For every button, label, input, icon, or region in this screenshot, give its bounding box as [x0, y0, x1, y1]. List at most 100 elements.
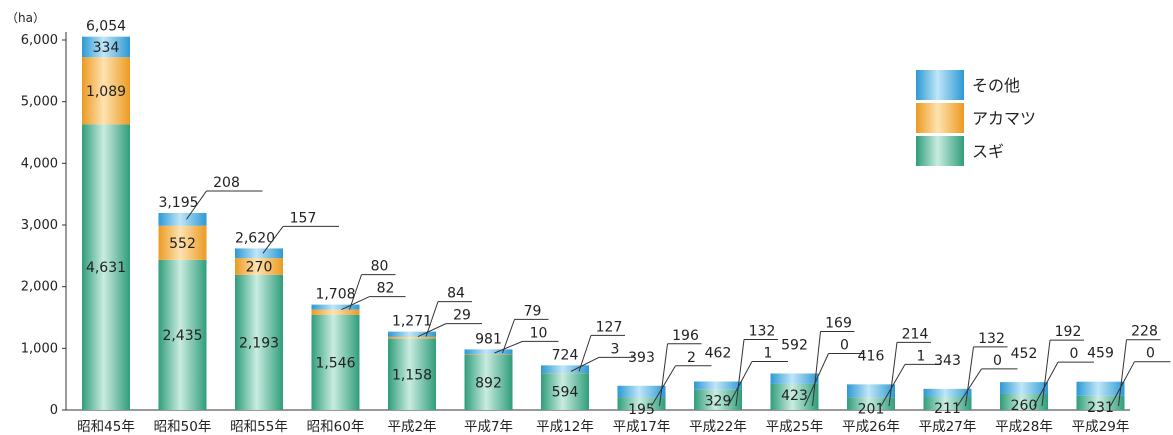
bar-segment-sugi — [847, 397, 895, 410]
y-tick-label: 2,000 — [21, 280, 58, 295]
leader-line — [735, 339, 745, 407]
data-label-akamatsu: 0 — [840, 337, 849, 353]
x-tick-label: 昭和55年 — [230, 419, 288, 435]
bar-segment-sugi — [388, 338, 436, 410]
leader-line — [494, 340, 523, 354]
leader-line — [1110, 361, 1135, 407]
leader-line — [727, 361, 753, 407]
data-label-akamatsu: 1 — [917, 348, 926, 364]
data-label-sonota: 127 — [596, 319, 623, 335]
leader-line — [1041, 340, 1051, 407]
bar-segment-sonota — [617, 385, 666, 398]
data-label-sonota: 214 — [902, 326, 929, 342]
bar-segment-sugi — [311, 314, 360, 410]
leader-line — [341, 296, 370, 311]
bar-segment-akamatsu — [388, 336, 436, 339]
y-tick-label: 3,000 — [21, 218, 58, 233]
leader-line — [262, 226, 284, 254]
bars — [82, 36, 1125, 411]
data-label-akamatsu: 270 — [246, 259, 273, 275]
y-tick-label: 4,000 — [21, 156, 58, 171]
bar-segment-sugi — [235, 274, 283, 410]
bar-segment-sugi — [464, 354, 513, 410]
legend-label: スギ — [972, 142, 1004, 161]
leader-line — [349, 274, 362, 310]
unit-label: （ha） — [6, 11, 45, 25]
leader-line — [888, 342, 898, 407]
data-label-total: 981 — [475, 331, 502, 347]
data-label-total: 459 — [1087, 346, 1114, 362]
data-label-total: 1,708 — [315, 287, 355, 303]
bar-segment-sugi — [694, 389, 742, 410]
leader-line — [502, 319, 515, 354]
bar-segment-sugi — [1000, 393, 1048, 410]
data-label-total: 462 — [705, 346, 732, 362]
bar-segment-sonota — [1000, 382, 1048, 394]
data-label-sugi: 329 — [705, 394, 732, 410]
data-label-total: 592 — [781, 337, 808, 353]
data-label-total: 1,271 — [392, 314, 432, 330]
bar-segment-sonota — [770, 373, 819, 384]
data-label-sonota: 208 — [213, 175, 240, 191]
x-tick-label: 平成17年 — [613, 419, 671, 435]
x-tick-label: 昭和60年 — [307, 419, 365, 435]
data-label-akamatsu: 1,089 — [86, 84, 126, 100]
leader-line — [578, 335, 592, 372]
leader-line — [804, 353, 829, 407]
x-tick-label: 平成28年 — [995, 419, 1053, 435]
x-tick-label: 平成27年 — [919, 419, 977, 435]
bar-segment-sugi — [770, 383, 819, 410]
bar-segment-sonota — [82, 36, 130, 58]
data-label-sugi: 2,435 — [162, 328, 202, 344]
data-label-akamatsu: 0 — [1070, 346, 1079, 362]
bar-segment-sonota — [235, 248, 283, 259]
data-label-total: 343 — [934, 353, 961, 369]
legend-swatch — [916, 70, 964, 100]
bar-segment-sonota — [1076, 381, 1125, 396]
leader-line — [957, 368, 982, 407]
data-label-sonota: 192 — [1055, 324, 1082, 340]
bar-segment-sugi — [1076, 395, 1125, 410]
data-label-total: 393 — [628, 350, 655, 366]
leader-line — [417, 323, 447, 338]
y-tick-label: 1,000 — [21, 341, 58, 356]
data-label-sonota: 169 — [825, 315, 852, 331]
leader-line — [659, 343, 668, 407]
data-label-sugi: 892 — [475, 375, 502, 391]
leader-line — [570, 356, 600, 372]
bar-segment-akamatsu — [311, 309, 360, 315]
data-label-akamatsu: 29 — [453, 308, 471, 324]
leader-line — [965, 346, 974, 407]
leader-line — [1033, 361, 1059, 407]
data-label-sugi: 1,158 — [392, 367, 432, 383]
category-labels: 昭和45年 昭和50年 昭和55年 昭和60年 平成2年 平成7年 平成12年 平成17年 平成… — [77, 419, 1129, 435]
data-labels: 4,631 1,089 334 6,054 2,435 552 3,195 208 2,193 2… — [86, 19, 1171, 418]
data-label-sonota: 84 — [447, 286, 465, 302]
data-label-total: 452 — [1011, 346, 1038, 362]
bar-segment-sugi — [82, 124, 130, 411]
data-label-sonota: 157 — [290, 210, 317, 226]
legend-label: その他 — [972, 76, 1020, 95]
legend-swatch — [916, 103, 964, 133]
data-label-sugi: 423 — [781, 388, 808, 404]
data-label-akamatsu: 82 — [377, 281, 395, 297]
bar-segment-sonota — [388, 331, 436, 337]
data-label-sugi: 1,546 — [315, 355, 355, 371]
bar-segment-sonota — [694, 381, 742, 390]
data-label-sonota: 132 — [978, 331, 1005, 347]
bar-segment-sonota — [541, 365, 589, 374]
data-label-sonota: 132 — [749, 324, 776, 340]
data-label-sonota: 334 — [93, 40, 120, 56]
data-label-sonota: 196 — [672, 328, 699, 344]
y-tick-label: 0 — [50, 403, 58, 418]
data-label-sugi: 195 — [628, 402, 655, 418]
data-label-total: 6,054 — [86, 19, 126, 35]
bar-segment-akamatsu — [158, 225, 207, 260]
legend-label: アカマツ — [972, 109, 1036, 128]
data-label-total: 3,195 — [158, 195, 198, 211]
data-label-sonota: 79 — [524, 303, 542, 319]
x-tick-label: 昭和50年 — [154, 419, 212, 435]
data-label-sonota: 80 — [371, 259, 389, 275]
leader-line — [186, 190, 207, 220]
